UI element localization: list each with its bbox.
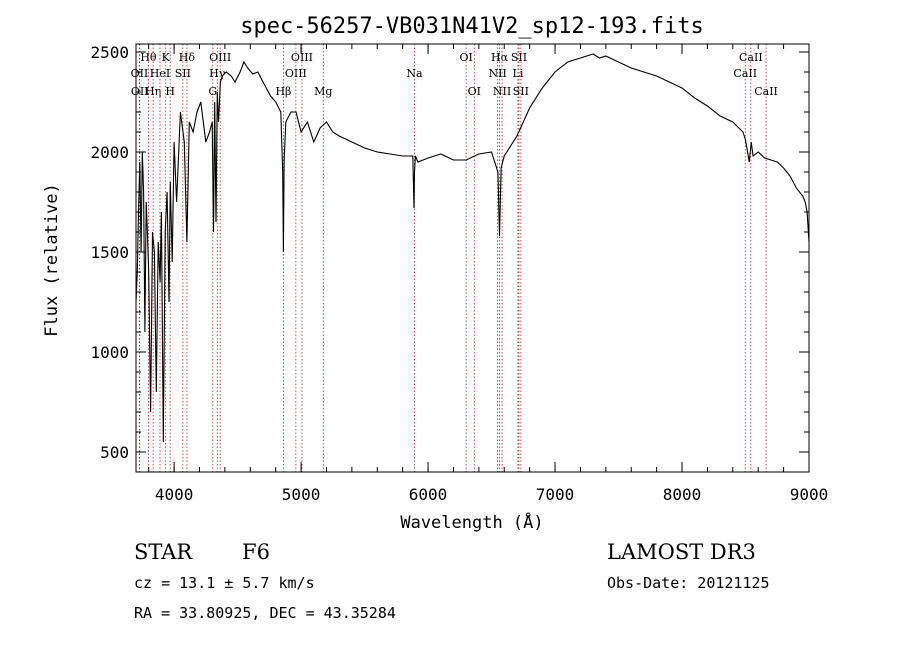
spectral-line-label: OI xyxy=(459,51,472,64)
x-tick-label: 9000 xyxy=(790,485,829,504)
spectral-line-label: SII xyxy=(513,85,529,98)
spectral-line-label: Li xyxy=(513,67,524,80)
spectral-line-label: HeI xyxy=(150,67,170,80)
spectral-line-label: Hη xyxy=(145,85,161,98)
object-subclass: F6 xyxy=(242,540,270,564)
y-axis-ticks: 500 1000 1500 2000 2500 xyxy=(90,43,809,462)
x-axis-title: Wavelength (Å) xyxy=(400,511,543,533)
spectral-line-label: K xyxy=(162,51,171,64)
spectral-line-label: Hα xyxy=(491,51,509,64)
spectral-line-label: Mg xyxy=(314,85,332,98)
spectrum-chart: spec-56257-VB031N41V2_sp12-193.fits Hθ OI… xyxy=(42,14,829,533)
spectral-line-label: OI xyxy=(468,85,481,98)
y-tick-label: 1500 xyxy=(90,243,129,262)
y-tick-label: 500 xyxy=(100,443,129,462)
x-axis-ticks: 4000 5000 6000 7000 8000 9000 xyxy=(148,44,829,504)
spectrum-series-line xyxy=(135,53,810,443)
chart-title: spec-56257-VB031N41V2_sp12-193.fits xyxy=(240,14,704,39)
spectral-line-label: NII xyxy=(488,67,506,80)
x-tick-label: 4000 xyxy=(155,485,194,504)
y-tick-label: 1000 xyxy=(90,343,129,362)
spectral-line-label: NII xyxy=(493,85,511,98)
sky-coordinates: RA = 33.80925, DEC = 43.35284 xyxy=(134,604,396,622)
spectral-line-label: H xyxy=(165,85,175,98)
x-tick-label: 5000 xyxy=(282,485,321,504)
x-tick-label: 7000 xyxy=(536,485,575,504)
spectral-line-label: OIII xyxy=(285,67,307,80)
spectral-line-label: Hθ xyxy=(140,51,157,64)
spectral-line-label: SII xyxy=(175,67,191,80)
plot-frame xyxy=(135,43,810,473)
spectral-line-label: CaII xyxy=(733,67,757,80)
survey-name: LAMOST DR3 xyxy=(607,540,756,564)
y-tick-label: 2500 xyxy=(90,43,129,62)
spectral-line-label: Na xyxy=(406,67,423,80)
y-tick-label: 2000 xyxy=(90,143,129,162)
spectral-line-label: CaII xyxy=(739,51,763,64)
object-class: STAR xyxy=(134,540,193,564)
spectral-line-label: G xyxy=(208,85,217,98)
spectral-line-label: OIII xyxy=(291,51,313,64)
spectral-line-label: Hγ xyxy=(209,67,226,80)
spectral-line-label: Hβ xyxy=(275,85,291,98)
spectral-line-label: SII xyxy=(511,51,527,64)
y-axis-title: Flux (relative) xyxy=(42,183,62,337)
spectral-line-label: CaII xyxy=(754,85,778,98)
spectral-line-label: OIII xyxy=(209,51,231,64)
x-tick-label: 6000 xyxy=(409,485,448,504)
spectral-line-label: Hδ xyxy=(179,51,196,64)
x-tick-label: 8000 xyxy=(663,485,702,504)
observation-date: Obs-Date: 20121125 xyxy=(607,574,770,592)
redshift-velocity: cz = 13.1 ± 5.7 km/s xyxy=(134,574,315,592)
